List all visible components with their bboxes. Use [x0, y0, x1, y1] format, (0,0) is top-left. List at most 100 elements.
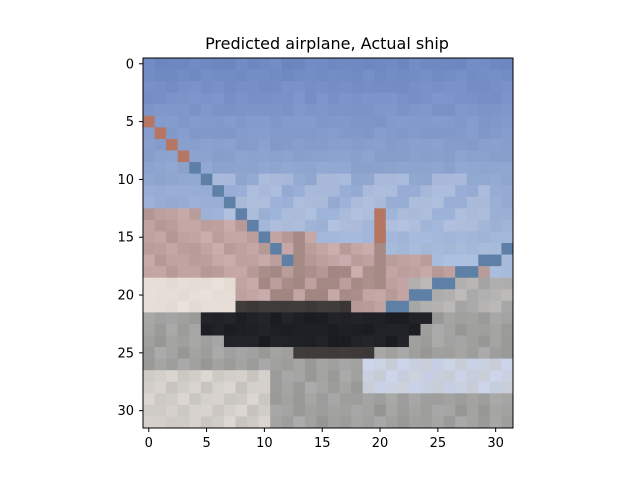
image-pixel: [304, 381, 317, 394]
image-pixel: [328, 69, 340, 82]
image-pixel: [223, 277, 236, 290]
image-pixel: [455, 266, 468, 279]
image-pixel: [189, 127, 202, 140]
image-pixel: [247, 393, 259, 406]
image-pixel: [270, 266, 283, 279]
image-pixel: [177, 208, 190, 221]
image-pixel: [443, 312, 456, 325]
image-pixel: [154, 81, 167, 94]
image-pixel: [258, 173, 271, 186]
image-pixel: [478, 381, 491, 394]
image-pixel: [223, 138, 236, 151]
image-pixel: [316, 150, 329, 163]
image-pixel: [339, 150, 352, 163]
image-pixel: [385, 335, 398, 348]
image-pixel: [501, 127, 514, 140]
image-pixel: [281, 231, 294, 244]
image-pixel: [489, 58, 502, 70]
image-pixel: [154, 404, 167, 417]
image-pixel: [489, 254, 502, 267]
image-pixel: [328, 381, 340, 394]
x-tick-label: 25: [430, 436, 447, 451]
image-pixel: [281, 335, 294, 348]
image-pixel: [432, 335, 444, 348]
image-pixel: [177, 173, 190, 186]
image-pixel: [455, 243, 468, 255]
image-pixel: [501, 312, 514, 325]
image-pixel: [258, 416, 271, 429]
image-pixel: [432, 58, 444, 70]
image-pixel: [397, 381, 410, 394]
image-pixel: [270, 162, 283, 174]
image-pixel: [443, 358, 456, 371]
image-pixel: [466, 69, 479, 82]
image-pixel: [200, 127, 213, 140]
image-pixel: [212, 300, 225, 313]
image-pixel: [212, 208, 225, 221]
image-pixel: [154, 162, 167, 174]
image-pixel: [501, 208, 514, 221]
image-pixel: [177, 92, 190, 105]
image-pixel: [443, 69, 456, 82]
image-pixel: [420, 173, 433, 186]
image-pixel: [293, 323, 306, 336]
image-pixel: [189, 185, 202, 198]
image-pixel: [166, 150, 179, 163]
image-pixel: [212, 358, 225, 371]
image-pixel: [235, 358, 248, 371]
image-pixel: [408, 358, 421, 371]
image-pixel: [397, 393, 410, 406]
image-pixel: [339, 358, 352, 371]
image-pixel: [154, 335, 167, 348]
image-pixel: [154, 277, 167, 290]
image-pixel: [143, 266, 155, 279]
image-pixel: [408, 231, 421, 244]
image-pixel: [351, 393, 364, 406]
image-pixel: [270, 416, 283, 429]
image-pixel: [443, 92, 456, 105]
image-pixel: [258, 266, 271, 279]
image-pixel: [177, 138, 190, 151]
image-pixel: [466, 266, 479, 279]
image-pixel: [247, 162, 259, 174]
image-pixel: [351, 185, 364, 198]
image-pixel: [223, 416, 236, 429]
image-pixel: [270, 231, 283, 244]
image-pixel: [351, 381, 364, 394]
image-pixel: [258, 277, 271, 290]
image-pixel: [478, 370, 491, 383]
image-pixel: [200, 185, 213, 198]
image-pixel: [420, 416, 433, 429]
image-pixel: [420, 370, 433, 383]
image-pixel: [385, 404, 398, 417]
image-pixel: [455, 358, 468, 371]
image-pixel: [143, 370, 155, 383]
image-pixel: [443, 335, 456, 348]
image-pixel: [489, 381, 502, 394]
image-pixel: [362, 347, 375, 359]
image-pixel: [374, 231, 387, 244]
image-pixel: [455, 404, 468, 417]
image-pixel: [304, 196, 317, 209]
image-pixel: [247, 243, 259, 255]
image-pixel: [328, 81, 340, 94]
image-pixel: [177, 185, 190, 198]
image-pixel: [408, 92, 421, 105]
image-pixel: [270, 173, 283, 186]
image-pixel: [258, 208, 271, 221]
image-pixel: [362, 162, 375, 174]
image-pixel: [270, 312, 283, 325]
image-pixel: [455, 300, 468, 313]
image-pixel: [154, 104, 167, 117]
image-pixel: [374, 173, 387, 186]
image-pixel: [385, 243, 398, 255]
y-tick-label: 15: [117, 231, 134, 246]
image-pixel: [489, 208, 502, 221]
image-pixel: [189, 335, 202, 348]
image-pixel: [270, 138, 283, 151]
image-pixel: [189, 81, 202, 94]
image-pixel: [374, 150, 387, 163]
image-pixel: [304, 266, 317, 279]
image-pixel: [501, 58, 514, 70]
image-pixel: [177, 69, 190, 82]
